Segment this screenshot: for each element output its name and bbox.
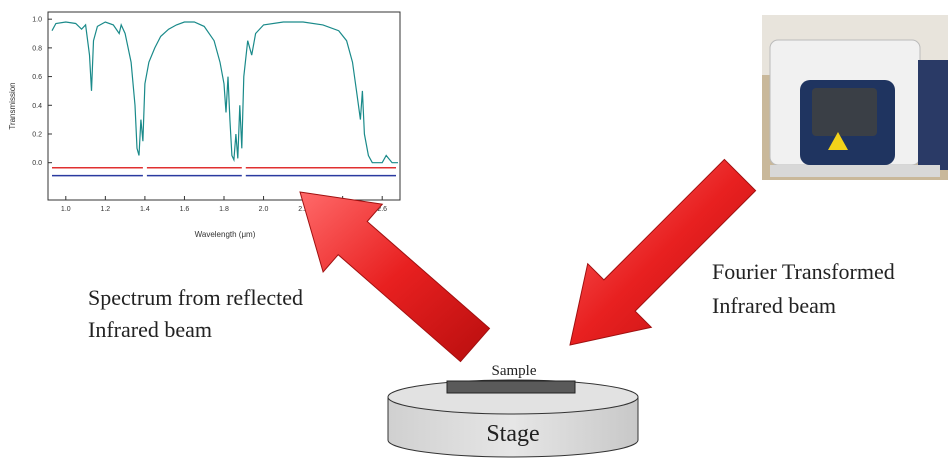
left-label: Spectrum from reflected	[88, 285, 303, 310]
right-label: Infrared beam	[712, 293, 836, 318]
sample-label: Sample	[492, 363, 537, 379]
x-tick-label: 1.2	[100, 206, 110, 213]
x-tick-label: 1.4	[140, 206, 150, 213]
spectrum-chart: Transmission Wavelength (μm) 0.0 0.2 0.4 0.…	[8, 11, 401, 239]
x-tick-label: 1.0	[61, 206, 71, 213]
instrument-photo	[762, 15, 948, 180]
stage: Sample Stage	[387, 363, 639, 458]
y-tick-label: 1.0	[32, 17, 42, 24]
y-tick-label: 0.2	[32, 131, 42, 138]
x-tick-label: 1.6	[180, 206, 190, 213]
x-tick-label: 2.0	[259, 206, 269, 213]
left-label: Infrared beam	[88, 317, 212, 342]
stage-label: Stage	[486, 421, 539, 447]
y-tick-label: 0.4	[32, 103, 42, 110]
y-tick-label: 0.8	[32, 45, 42, 52]
x-tick-label: 2.6	[377, 206, 387, 213]
series-line	[51, 21, 398, 164]
y-tick-label: 0.6	[32, 74, 42, 81]
x-tick-label: 2.2	[298, 206, 308, 213]
x-axis-label: Wavelength (μm)	[195, 230, 256, 239]
y-tick-label: 0.0	[32, 160, 42, 167]
plot-frame	[47, 11, 401, 201]
reflected-beam-arrow	[299, 191, 491, 363]
incident-beam-arrow	[569, 158, 757, 346]
right-label: Fourier Transformed	[712, 259, 895, 284]
y-axis-label: Transmission	[8, 82, 17, 129]
x-tick-label: 1.8	[219, 206, 229, 213]
